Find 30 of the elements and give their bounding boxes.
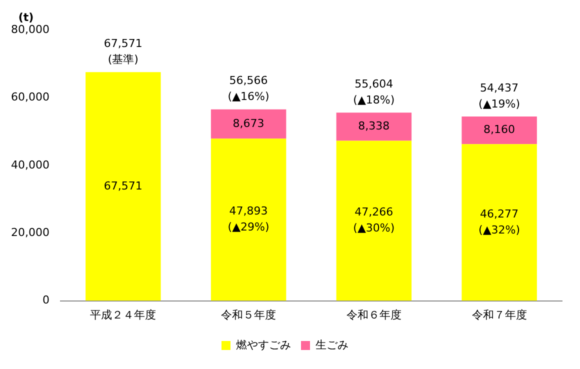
bar (210, 138, 286, 301)
bar (462, 144, 537, 301)
total-label: 56,566 (▲16%) (228, 74, 270, 104)
y-tick-label: 80,000 (10, 22, 50, 36)
x-tick-label: 平成２４年度 (90, 308, 156, 322)
y-tick-label: 20,000 (10, 226, 50, 239)
total-label: 54,437 (▲19%) (478, 81, 520, 110)
y-tick-label: 60,000 (10, 90, 50, 104)
x-tick-label: 令和５年度 (221, 308, 276, 322)
data-label: 67,571 (104, 179, 142, 192)
bar (336, 140, 412, 301)
legend-label: 生ごみ (316, 338, 348, 352)
data-label: 46,277 (▲32%) (478, 207, 520, 236)
total-label: 55,604 (▲18%) (353, 77, 395, 106)
data-label: 47,893 (▲29%) (228, 204, 270, 234)
data-label: 8,338 (358, 120, 390, 133)
bar (210, 109, 286, 139)
y-tick-label: 0 (42, 294, 50, 307)
data-label: 8,673 (232, 116, 264, 130)
bar (336, 112, 412, 141)
data-label: 8,160 (484, 123, 516, 136)
x-tick-label: 令和６年度 (346, 308, 402, 322)
legend-label: 燃やすごみ (236, 338, 291, 352)
bar (462, 116, 537, 144)
y-axis-title: (t) (18, 10, 34, 24)
bar (86, 72, 161, 301)
total-label: 67,571 (基準) (104, 36, 142, 66)
y-tick-label: 40,000 (10, 158, 50, 172)
x-tick-label: 令和７年度 (472, 308, 527, 322)
data-label: 47,266 (▲30%) (353, 206, 395, 235)
